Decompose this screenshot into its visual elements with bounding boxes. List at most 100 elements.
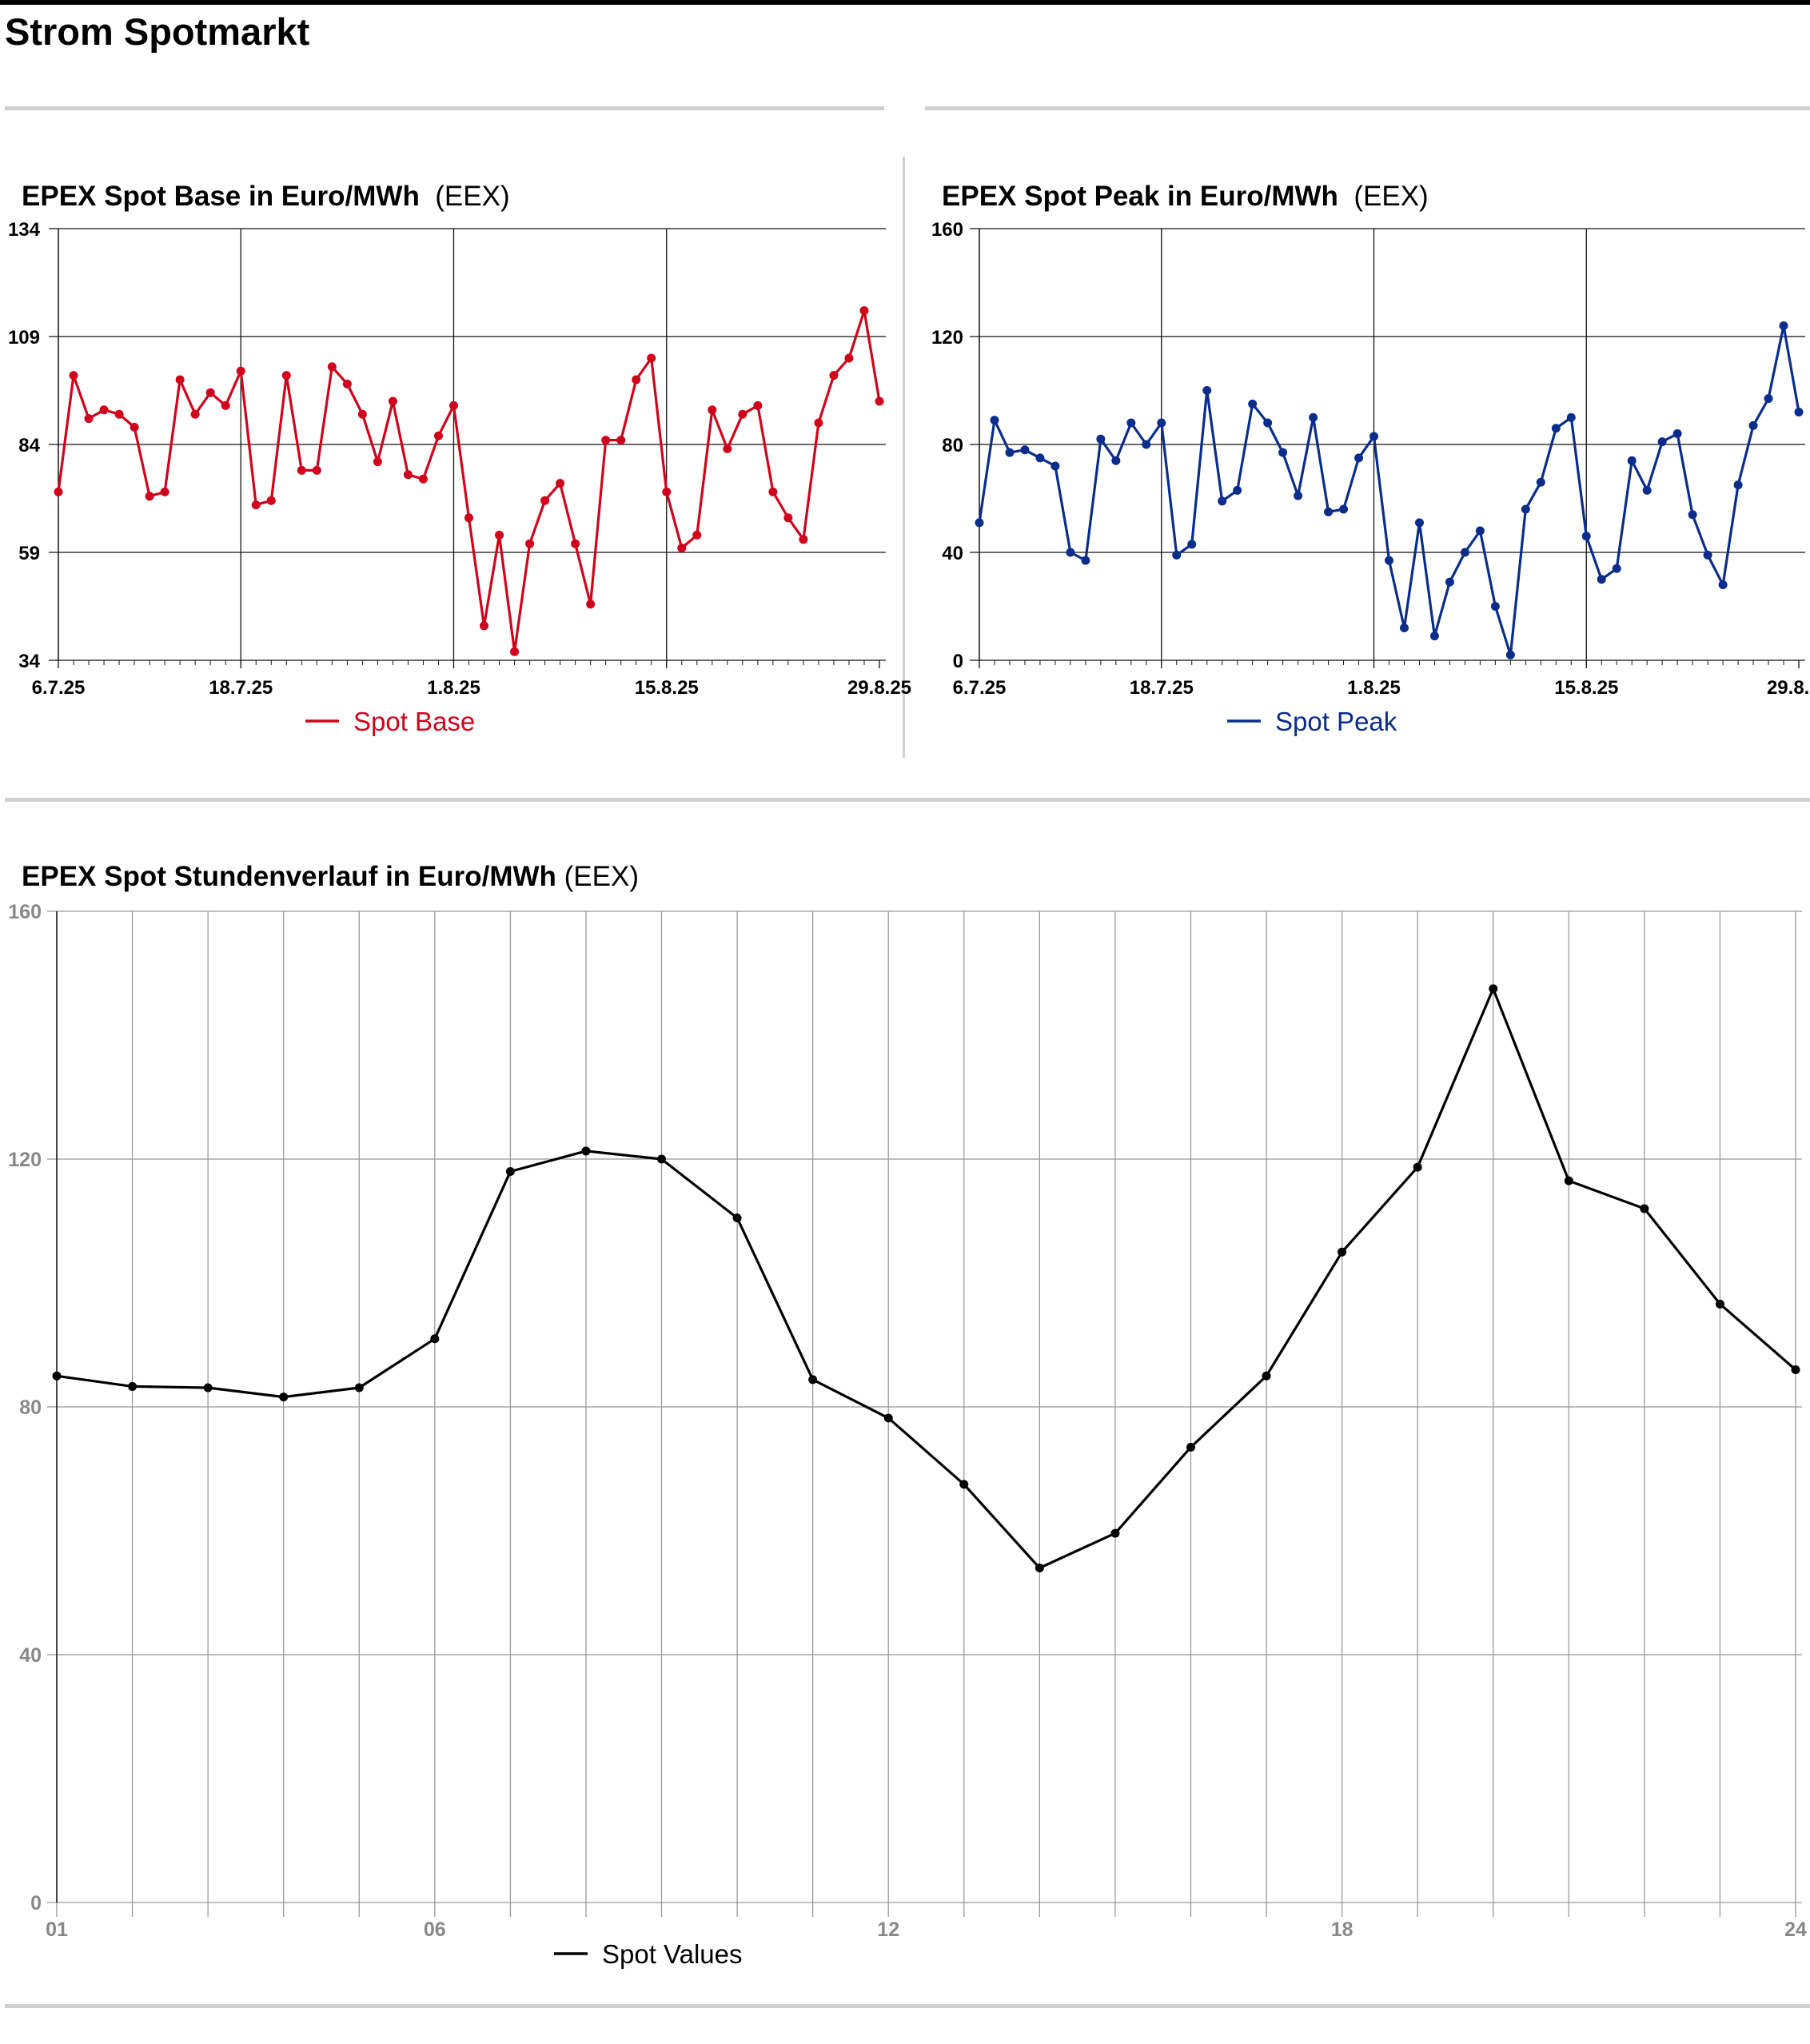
- legend-peak: Spot Peak: [1227, 707, 1397, 736]
- data-point: [1612, 564, 1621, 573]
- x-tick-label: 18: [1331, 1918, 1354, 1941]
- data-point: [312, 465, 321, 475]
- y-tick-label: 109: [8, 327, 40, 349]
- data-point: [342, 379, 352, 388]
- data-point: [1657, 437, 1667, 447]
- chart-title-base: EPEX Spot Base in Euro/MWh (EEX): [22, 181, 510, 213]
- data-point: [1218, 496, 1227, 506]
- x-tick-label: 12: [877, 1918, 899, 1941]
- data-point: [1262, 1371, 1271, 1381]
- data-point: [829, 371, 839, 381]
- data-point: [1490, 602, 1500, 611]
- data-point: [1324, 507, 1334, 516]
- data-point: [480, 621, 489, 631]
- legend-base: Spot Base: [305, 707, 475, 736]
- x-tick-label: 6.7.25: [953, 677, 1007, 699]
- data-point: [297, 465, 306, 475]
- data-point: [99, 405, 109, 415]
- data-point: [1718, 580, 1728, 589]
- y-tick-label: 120: [931, 327, 963, 349]
- divider-vertical: [903, 157, 905, 758]
- data-point: [1338, 1247, 1347, 1257]
- data-point: [505, 1167, 515, 1176]
- data-point: [990, 416, 999, 425]
- data-point: [403, 470, 413, 480]
- data-point: [1791, 1365, 1800, 1374]
- series-line: [57, 309, 881, 653]
- y-tick-label: 59: [18, 543, 40, 564]
- data-point: [1521, 504, 1530, 514]
- data-point: [1309, 412, 1318, 422]
- data-point: [662, 487, 672, 496]
- data-point: [1551, 424, 1561, 433]
- y-tick-label: 0: [953, 651, 963, 672]
- data-point: [1715, 1299, 1724, 1309]
- chart-title-hourly-source: (EEX): [564, 861, 640, 892]
- data-point: [571, 539, 580, 548]
- data-point: [1764, 394, 1773, 404]
- data-point: [1779, 321, 1788, 330]
- data-point: [975, 518, 984, 528]
- data-point: [616, 436, 626, 445]
- data-point: [1688, 510, 1697, 520]
- data-point: [1354, 453, 1364, 463]
- data-point: [883, 1413, 893, 1423]
- data-point: [601, 436, 611, 445]
- data-point: [1748, 420, 1758, 430]
- data-point: [449, 400, 458, 410]
- legend-label: Spot Values: [602, 1939, 743, 1969]
- y-tick-label: 120: [8, 1149, 42, 1171]
- data-point: [130, 422, 139, 432]
- data-point: [732, 1213, 742, 1223]
- chart-title-hourly: EPEX Spot Stundenverlauf in Euro/MWh (EE…: [22, 861, 639, 893]
- chart-title-peak: EPEX Spot Peak in Euro/MWh (EEX): [942, 181, 1429, 213]
- y-tick-label: 40: [942, 543, 963, 564]
- data-point: [1339, 504, 1349, 514]
- legend-hourly: Spot Values: [554, 1939, 743, 1969]
- data-point: [464, 513, 473, 523]
- legend-label: Spot Base: [353, 707, 475, 736]
- data-point: [814, 418, 823, 428]
- data-point: [1489, 984, 1498, 994]
- data-point: [1110, 1528, 1120, 1538]
- chart-title-base-source: (EEX): [435, 181, 510, 212]
- chart-base: 34 59 84 109 134 6.7.25 18.7.25 1.8.25 15.8.25 29…: [8, 219, 911, 736]
- data-point: [190, 409, 200, 419]
- data-point: [783, 513, 793, 523]
- y-tick-label: 160: [931, 219, 963, 241]
- data-point: [354, 1383, 364, 1393]
- top-bar: [0, 0, 1810, 5]
- y-tick-label: 80: [19, 1397, 42, 1419]
- data-point: [221, 400, 230, 410]
- y-tick-label: 134: [8, 219, 41, 241]
- data-point: [556, 479, 565, 488]
- data-point: [808, 1375, 818, 1385]
- data-point: [1035, 1564, 1044, 1572]
- x-tick-label: 1.8.25: [427, 677, 480, 699]
- data-point: [84, 414, 94, 424]
- data-point: [510, 647, 520, 656]
- data-point: [1564, 1176, 1573, 1185]
- data-point: [738, 409, 748, 419]
- data-point: [1414, 518, 1424, 528]
- data-point: [357, 409, 367, 419]
- x-tick-label: 29.8.25: [847, 677, 911, 699]
- data-point: [1566, 412, 1576, 422]
- data-point: [373, 457, 382, 467]
- chart-peak: 0 40 80 120 160 6.7.25 18.7.25 1.8.25 15.8.25 29.…: [931, 219, 1810, 736]
- data-point: [1111, 456, 1121, 465]
- data-point: [175, 375, 185, 384]
- x-tick-label: 29.8.25: [1767, 677, 1810, 699]
- data-point: [1035, 453, 1045, 463]
- data-point: [1081, 556, 1090, 565]
- data-point: [1142, 440, 1151, 449]
- data-point: [128, 1381, 138, 1391]
- divider-bottom: [5, 2004, 1810, 2008]
- x-tick-label: 06: [424, 1918, 446, 1941]
- data-point: [418, 474, 428, 484]
- series-line: [56, 987, 1797, 1570]
- data-point: [1445, 577, 1454, 587]
- data-point: [1460, 548, 1469, 557]
- data-point: [525, 539, 535, 548]
